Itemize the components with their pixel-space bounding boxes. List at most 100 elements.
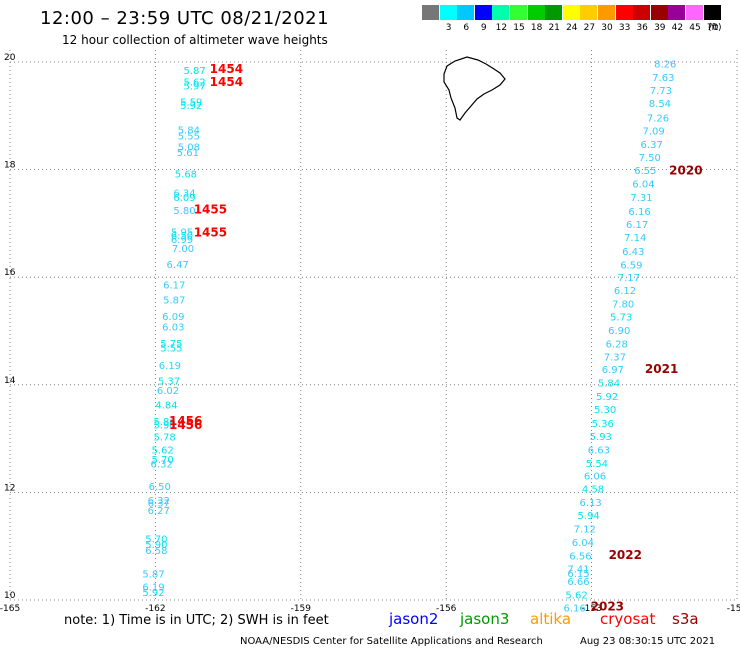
swh-value-label: 6.47 <box>167 260 189 271</box>
legend-swatch <box>650 5 668 20</box>
swh-value-label: 6.04 <box>572 538 594 549</box>
legend-swatch <box>668 5 686 20</box>
swh-value-label: 6.17 <box>163 281 185 292</box>
swh-value-label: 6.16 <box>563 604 585 615</box>
swh-value-label: 5.80 <box>173 206 195 217</box>
swh-value-label: 5.37 <box>158 376 180 387</box>
legend-bin-label: 18 <box>530 23 543 33</box>
swh-value-label: 5.75 <box>160 339 182 350</box>
swh-value-label: 7.00 <box>172 244 194 255</box>
swh-value-label: 7.17 <box>618 273 640 284</box>
swh-value-label: 6.27 <box>148 506 170 517</box>
legend-swatch <box>562 5 580 20</box>
swh-value-label: 5.87 <box>184 66 206 77</box>
swh-value-label: 6.37 <box>148 499 170 510</box>
swh-value-label: 5.54 <box>586 459 608 470</box>
swh-value-label: 6.99 <box>171 235 193 246</box>
swh-value-label: 4.58 <box>582 485 604 496</box>
latitude-tick-label: 14 <box>4 376 16 386</box>
legend-bin-label: 70 <box>706 23 719 33</box>
swh-value-label: 5.92 <box>596 392 618 403</box>
swh-value-label: 5.84 <box>598 379 620 390</box>
swh-value-label: 6.32 <box>151 459 173 470</box>
swh-value-label: 7.31 <box>630 193 652 204</box>
swh-value-label: 6.09 <box>162 312 184 323</box>
page-subtitle: 12 hour collection of altimeter wave hei… <box>62 33 328 47</box>
swh-value-label: 6.34 <box>173 189 195 200</box>
legend-bin-label: 36 <box>636 23 648 33</box>
longitude-tick-label: -150 <box>727 604 740 614</box>
swh-value-label: 5.84 <box>178 125 200 136</box>
legend-bin-label: 3 <box>445 23 452 33</box>
swh-value-label: 6.32 <box>148 496 170 507</box>
pass-time-label: 2020 <box>669 164 702 178</box>
swh-value-label: 6.13 <box>579 498 601 509</box>
east-track-values: 8.26 7.63 7.73 8.54 7.26 7.09 6.37 7.50 6.55 6.04… <box>563 60 676 615</box>
axis-tick-labels: -165 -162 -159 -156 -153 -150 20 18 16 14 12 10 <box>0 53 740 614</box>
swh-value-label: 5.87 <box>163 295 185 306</box>
swh-value-label: 5.97 <box>184 82 206 93</box>
swh-value-label: 5.90 <box>145 540 167 551</box>
swh-value-label: 6.55 <box>634 166 656 177</box>
swh-value-label: 5.36 <box>592 419 614 430</box>
swh-value-label: 6.59 <box>620 260 642 271</box>
swh-value-label: 4.84 <box>155 401 177 412</box>
swh-value-label: 6.43 <box>622 247 644 258</box>
legend-swatch <box>580 5 598 20</box>
swh-value-label: 5.55 <box>160 344 182 355</box>
satellite-jason2-label: jason2 <box>389 610 439 628</box>
legend-bin-label: 45 <box>689 23 701 33</box>
swh-value-label: 5.92 <box>142 588 164 599</box>
legend-swatch <box>633 5 651 20</box>
legend-swatch <box>422 5 439 20</box>
swh-value-label: 5.62 <box>152 445 174 456</box>
swh-value-label: 6.50 <box>171 231 193 242</box>
legend-bin-label: 33 <box>618 23 631 33</box>
swh-value-label: 6.19 <box>142 583 164 594</box>
pass-time-label: 1455 <box>194 226 227 240</box>
legend-swatch <box>510 5 527 20</box>
longitude-tick-label: -162 <box>145 604 165 614</box>
swh-value-label: 6.17 <box>626 220 648 231</box>
swh-value-label: 5.93 <box>590 432 612 443</box>
swh-value-label: 5.95 <box>171 227 193 238</box>
swh-value-label: 6.06 <box>584 472 606 483</box>
legend-bin-label: 30 <box>601 23 613 33</box>
swh-value-label: 7.63 <box>652 73 674 84</box>
big-island-coastline <box>443 56 506 121</box>
swh-value-label: 5.94 <box>578 511 600 522</box>
legend-swatch <box>492 5 510 20</box>
swh-value-label: 6.12 <box>614 286 636 297</box>
footer-note: note: 1) Time is in UTC; 2) SWH is in fe… <box>64 613 329 628</box>
swh-value-label: 5.86 <box>153 417 175 428</box>
legend-swatch <box>703 5 721 20</box>
wave-height-color-legend: (ft) 3 6 9 12 15 18 21 24 27 30 33 36 39 42 45 70 <box>422 5 728 37</box>
satellite-s3a-label: s3a <box>672 610 699 628</box>
latitude-tick-label: 16 <box>4 268 16 278</box>
legend-bin-label: 42 <box>671 23 684 33</box>
swh-value-label: 6.97 <box>602 365 624 376</box>
swh-value-label: 6.56 <box>569 551 591 562</box>
pass-time-label: 1454 <box>210 62 243 76</box>
credit-line: NOAA/NESDIS Center for Satellite Applica… <box>240 636 543 647</box>
swh-value-label: 6.37 <box>641 140 663 151</box>
latitude-tick-label: 12 <box>4 483 15 493</box>
swh-value-label: 6.63 <box>588 445 610 456</box>
swh-value-label: 7.37 <box>604 352 626 363</box>
swh-value-label: 7.41 <box>567 564 589 575</box>
pass-time-label: 2021 <box>645 362 678 376</box>
swh-value-label: 8.54 <box>649 99 671 110</box>
legend-bin-label: 27 <box>583 23 596 33</box>
legend-bin-label: 12 <box>495 23 508 33</box>
swh-value-label: 5.70 <box>152 455 174 466</box>
swh-value-label: 6.66 <box>567 577 589 588</box>
swh-value-label: 5.62 <box>565 591 587 602</box>
longitude-tick-label: -159 <box>291 604 312 614</box>
legend-unit-label: (ft) <box>708 23 722 33</box>
satellite-altika-label: altika <box>530 610 572 628</box>
page-title: 12:00 – 23:59 UTC 08/21/2021 <box>40 8 330 29</box>
legend-bin-label: 39 <box>654 23 666 33</box>
swh-value-label: 5.62 <box>184 77 206 88</box>
